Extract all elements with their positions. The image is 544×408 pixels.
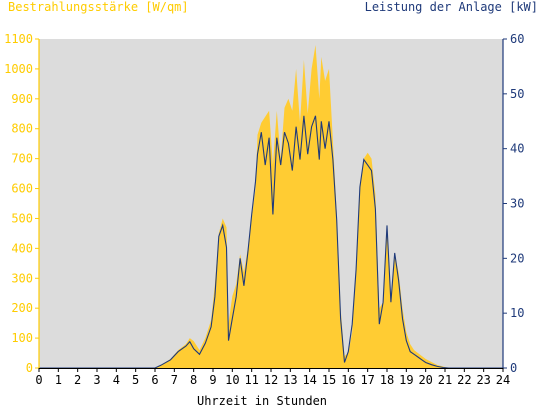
x-tick-label: 13 — [283, 373, 297, 387]
left-tick-label: 400 — [11, 241, 33, 255]
x-tick-label: 2 — [74, 373, 81, 387]
power-line — [39, 115, 503, 369]
x-tick-label: 21 — [438, 373, 452, 387]
left-tick-label: 500 — [11, 211, 33, 225]
left-tick-label: 900 — [11, 92, 33, 106]
right-tick-label: 30 — [510, 197, 524, 211]
x-tick-label: 14 — [302, 373, 316, 387]
left-tick-label: 100 — [11, 331, 33, 345]
x-tick-label: 20 — [418, 373, 432, 387]
x-tick-label: 15 — [322, 373, 336, 387]
x-tick-label: 7 — [171, 373, 178, 387]
x-axis-title: Uhrzeit in Stunden — [197, 394, 327, 408]
x-tick-label: 23 — [476, 373, 490, 387]
x-tick-label: 16 — [341, 373, 355, 387]
irradiance-area — [39, 45, 503, 368]
x-tick-label: 0 — [35, 373, 42, 387]
right-tick-label: 50 — [510, 87, 524, 101]
x-tick-label: 3 — [93, 373, 100, 387]
right-axis-title: Leistung der Anlage [kW] — [365, 0, 538, 14]
left-tick-label: 1000 — [4, 62, 33, 76]
x-tick-label: 18 — [380, 373, 394, 387]
left-tick-label: 700 — [11, 152, 33, 166]
x-axis-ticks: 0 1 2 3 4 5 6 7 8 9 10 11 12 13 14 15 16 17 18 19 20 21 22 23 24 — [35, 368, 510, 387]
x-tick-label: 5 — [132, 373, 139, 387]
x-tick-label: 11 — [244, 373, 258, 387]
right-tick-label: 0 — [510, 361, 517, 375]
left-tick-label: 200 — [11, 301, 33, 315]
x-tick-label: 19 — [399, 373, 413, 387]
left-tick-label: 800 — [11, 122, 33, 136]
left-tick-label: 1100 — [4, 32, 33, 46]
left-axis-ticks: 0 100 200 300 400 500 600 700 800 900 1000 1100 — [4, 32, 39, 375]
left-tick-label: 600 — [11, 182, 33, 196]
right-tick-label: 60 — [510, 32, 524, 46]
series-layer — [39, 45, 503, 369]
x-tick-label: 8 — [190, 373, 197, 387]
x-tick-label: 22 — [457, 373, 471, 387]
left-tick-label: 0 — [26, 361, 33, 375]
x-tick-label: 4 — [113, 373, 120, 387]
right-tick-label: 40 — [510, 142, 524, 156]
x-tick-label: 9 — [209, 373, 216, 387]
right-axis-ticks: 0 10 20 30 40 50 60 — [503, 32, 524, 375]
right-tick-label: 20 — [510, 251, 524, 265]
x-tick-label: 24 — [496, 373, 510, 387]
x-tick-label: 12 — [264, 373, 278, 387]
x-tick-label: 10 — [225, 373, 239, 387]
left-axis-title: Bestrahlungsstärke [W/qm] — [8, 0, 189, 14]
left-tick-label: 300 — [11, 271, 33, 285]
x-tick-label: 17 — [360, 373, 374, 387]
right-tick-label: 10 — [510, 306, 524, 320]
x-tick-label: 6 — [151, 373, 158, 387]
x-tick-label: 1 — [55, 373, 62, 387]
